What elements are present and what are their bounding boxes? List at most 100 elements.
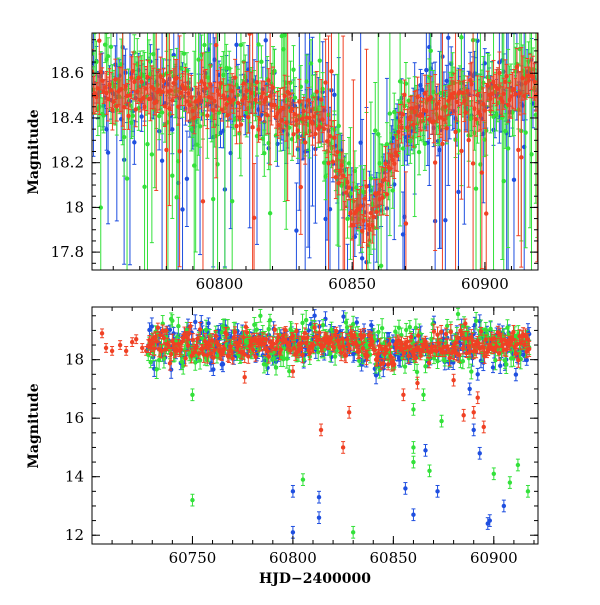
data-point-green xyxy=(205,18,209,22)
data-point-green xyxy=(429,49,433,53)
data-point-blue xyxy=(332,93,336,97)
data-point-red xyxy=(112,100,116,104)
data-point-green xyxy=(150,152,154,156)
data-point-green xyxy=(291,67,295,71)
data-point-red xyxy=(334,175,338,179)
data-point-green xyxy=(318,58,322,62)
data-point-blue xyxy=(221,362,225,366)
x-tick-label: 60800 xyxy=(196,275,244,293)
data-point-red xyxy=(465,89,469,93)
data-point-red xyxy=(120,13,124,17)
bottom-data-points xyxy=(100,308,532,538)
data-point-red xyxy=(315,89,319,93)
data-point-red xyxy=(429,95,433,99)
data-point-blue xyxy=(150,324,154,328)
data-point-red xyxy=(205,113,209,117)
data-point-blue xyxy=(160,159,164,163)
data-point-green xyxy=(323,174,327,178)
data-point-red xyxy=(380,195,384,199)
data-point-green xyxy=(474,186,478,190)
data-point-green xyxy=(388,111,392,115)
data-point-red xyxy=(140,346,144,350)
data-point-blue xyxy=(106,150,110,154)
data-point-red xyxy=(459,149,463,153)
data-point-red xyxy=(126,114,130,118)
data-point-red xyxy=(265,113,269,117)
data-point-red xyxy=(313,132,317,136)
data-point-blue xyxy=(360,256,364,260)
data-point-green xyxy=(337,124,341,128)
data-point-red xyxy=(440,142,444,146)
data-point-red xyxy=(385,192,389,196)
data-point-green xyxy=(157,114,161,118)
y-tick-label: 17.8 xyxy=(51,243,84,261)
data-point-red xyxy=(402,93,406,97)
data-point-blue xyxy=(234,43,238,47)
data-point-red xyxy=(118,343,122,347)
data-point-blue xyxy=(215,21,219,25)
data-point-red xyxy=(326,161,330,165)
data-point-green xyxy=(385,142,389,146)
data-point-green xyxy=(502,179,506,183)
data-point-red xyxy=(283,94,287,98)
data-point-red xyxy=(97,38,101,42)
data-point-blue xyxy=(443,218,447,222)
data-point-red xyxy=(335,150,339,154)
data-point-red xyxy=(134,337,138,341)
data-point-red xyxy=(208,82,212,86)
data-point-green xyxy=(529,152,533,156)
data-point-green xyxy=(503,129,507,133)
data-point-red xyxy=(364,184,368,188)
data-point-red xyxy=(395,154,399,158)
data-point-red xyxy=(234,124,238,128)
data-point-red xyxy=(471,161,475,165)
data-point-red xyxy=(271,85,275,89)
data-point-green xyxy=(309,61,313,65)
data-point-blue xyxy=(341,314,345,318)
data-point-blue xyxy=(206,321,210,325)
data-point-red xyxy=(497,71,501,75)
data-point-red xyxy=(329,69,333,73)
data-point-blue xyxy=(91,26,95,30)
y-tick-label: 18.2 xyxy=(51,154,84,172)
data-point-red xyxy=(164,148,168,152)
data-point-blue xyxy=(185,177,189,181)
data-point-green xyxy=(131,114,135,118)
data-point-blue xyxy=(424,68,428,72)
data-point-green xyxy=(293,95,297,99)
data-point-blue xyxy=(491,365,495,369)
data-point-green xyxy=(379,264,383,268)
x-tick-label: 60900 xyxy=(461,275,509,293)
data-point-red xyxy=(130,340,134,344)
data-point-red xyxy=(218,81,222,85)
top-y-axis-label: Magnitude xyxy=(26,109,42,194)
data-point-red xyxy=(139,80,143,84)
data-point-red xyxy=(347,185,351,189)
data-point-red xyxy=(519,155,523,159)
data-point-red xyxy=(250,125,254,129)
data-point-blue xyxy=(312,314,316,318)
data-point-red xyxy=(161,79,165,83)
data-point-red xyxy=(480,170,484,174)
y-tick-label: 18.4 xyxy=(51,109,84,127)
data-point-red xyxy=(290,107,294,111)
data-point-red xyxy=(124,349,128,353)
y-tick-label: 18 xyxy=(65,198,84,216)
data-point-red xyxy=(318,125,322,129)
data-point-green xyxy=(202,43,206,47)
data-point-red xyxy=(201,199,205,203)
data-point-green xyxy=(512,12,516,16)
data-point-red xyxy=(445,126,449,130)
data-point-green xyxy=(408,139,412,143)
data-point-blue xyxy=(498,364,502,368)
data-point-red xyxy=(233,75,237,79)
data-point-red xyxy=(239,122,243,126)
data-point-green xyxy=(142,185,146,189)
data-point-red xyxy=(204,86,208,90)
data-point-green xyxy=(345,217,349,221)
data-point-red xyxy=(110,349,114,353)
data-point-green xyxy=(198,124,202,128)
